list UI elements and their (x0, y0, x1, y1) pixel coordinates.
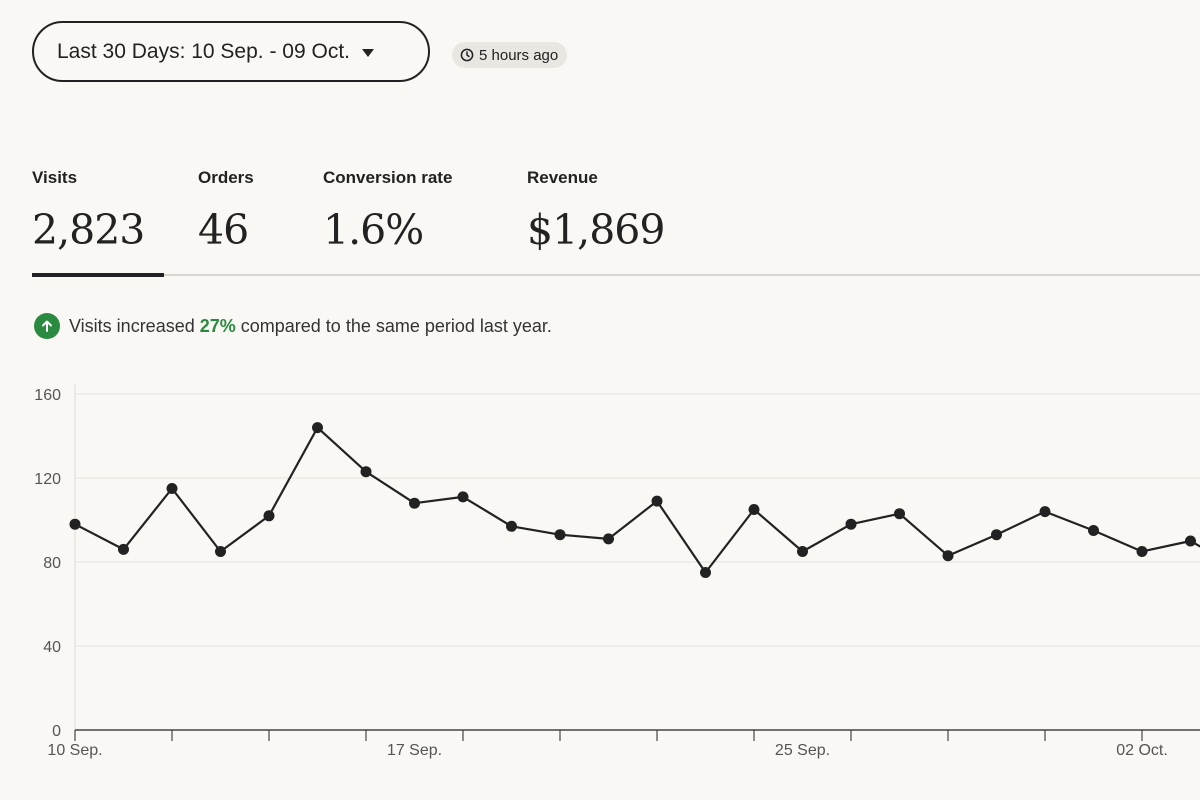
y-tick-label: 40 (43, 639, 61, 656)
data-point (118, 543, 129, 555)
metric-tab-revenue[interactable]: Revenue $1,869 (527, 168, 665, 254)
arrow-up-icon (34, 313, 60, 339)
data-point (651, 495, 663, 507)
data-point (409, 497, 420, 509)
insight-percent: 27% (199, 315, 236, 336)
active-tab-indicator (32, 273, 164, 277)
data-point (797, 546, 808, 557)
x-tick-label: 10 Sep. (47, 742, 102, 759)
data-point (894, 508, 905, 520)
caret-down-icon (362, 48, 374, 57)
data-point (166, 483, 178, 494)
metric-tab-visits[interactable]: Visits 2,823 (32, 168, 145, 254)
x-tick-label: 02 Oct. (1116, 742, 1168, 759)
data-point (603, 533, 614, 545)
x-tick-label: 25 Sep. (775, 742, 830, 759)
insight-prefix: Visits increased (69, 315, 195, 336)
data-point (845, 518, 857, 530)
metric-label: Orders (198, 168, 254, 187)
metric-value: 1.6% (323, 206, 424, 254)
date-range-dropdown[interactable]: Last 30 Days: 10 Sep. - 09 Oct. (32, 21, 430, 82)
series-line-visits (74, 426, 1200, 574)
insight-message: Visits increased 27% compared to the sam… (34, 313, 552, 339)
data-point (312, 422, 323, 434)
metric-tab-conversion-rate[interactable]: Conversion rate 1.6% (323, 168, 452, 254)
data-point (1136, 546, 1148, 557)
last-updated-text: 5 hours ago (479, 46, 559, 64)
data-point (554, 529, 566, 541)
data-point (360, 466, 372, 478)
metric-label: Visits (32, 168, 78, 187)
data-point (457, 491, 469, 503)
data-point (1088, 525, 1099, 536)
data-point (69, 518, 81, 530)
data-point (215, 546, 226, 557)
data-point (942, 550, 954, 562)
y-tick-label: 120 (34, 471, 61, 488)
data-point (506, 520, 517, 532)
metric-value: 2,823 (32, 206, 145, 254)
data-point (1039, 506, 1051, 518)
insight-suffix: compared to the same period last year. (240, 315, 552, 336)
data-point (700, 567, 711, 578)
y-tick-label: 80 (43, 555, 61, 572)
data-point (748, 504, 760, 515)
x-tick-label: 17 Sep. (387, 742, 442, 759)
metric-value: $1,869 (527, 206, 665, 254)
y-tick-label: 0 (52, 723, 61, 740)
y-tick-label: 160 (34, 387, 61, 404)
data-point (1185, 535, 1196, 547)
metric-value: 46 (198, 206, 249, 254)
metrics-divider (32, 274, 1200, 276)
date-range-label: Last 30 Days: 10 Sep. - 09 Oct. (57, 39, 350, 63)
metric-label: Revenue (527, 168, 598, 187)
metric-label: Conversion rate (323, 168, 453, 187)
data-point (991, 529, 1002, 541)
clock-icon (460, 48, 474, 62)
metric-tab-orders[interactable]: Orders 46 (198, 168, 254, 254)
last-updated-badge: 5 hours ago (452, 42, 568, 68)
data-point (263, 510, 275, 522)
